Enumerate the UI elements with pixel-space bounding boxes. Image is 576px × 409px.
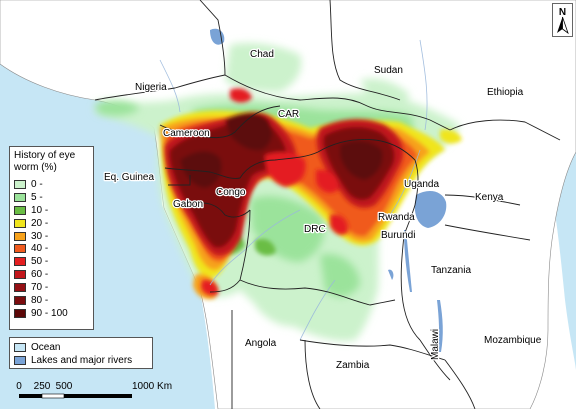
country-labels: Chad Sudan Nigeria Ethiopia CAR Cameroon… xyxy=(103,48,543,373)
legend-row: 90 - 100 xyxy=(14,307,89,320)
label-kenya: Kenya xyxy=(475,192,504,203)
legend-label: 50 - xyxy=(31,256,49,268)
lakes xyxy=(210,28,447,352)
legend-label: 60 - xyxy=(31,269,49,281)
legend-label: 70 - xyxy=(31,282,49,294)
legend-label: 5 - xyxy=(31,191,43,203)
legend-swatch xyxy=(14,218,26,228)
label-angola: Angola xyxy=(245,338,277,349)
legend-row-ocean: Ocean xyxy=(14,341,148,354)
legend-label: 10 - xyxy=(31,204,49,216)
label-malawi: Malawi xyxy=(430,329,441,360)
legend-swatch xyxy=(14,244,26,254)
legend-swatch xyxy=(14,257,26,267)
label-chad: Chad xyxy=(250,49,274,60)
legend-swatch xyxy=(14,192,26,202)
legend-swatch xyxy=(14,295,26,305)
legend-label: 30 - xyxy=(31,230,49,242)
north-arrow: N xyxy=(552,3,573,37)
scale-tick-500: 500 xyxy=(56,381,73,392)
label-uganda: Uganda xyxy=(404,179,439,190)
legend-swatch xyxy=(14,179,26,189)
legend-row: 50 - xyxy=(14,255,89,268)
scale-bar: 0 250 500 1000 Km xyxy=(14,379,174,405)
legend-label: 40 - xyxy=(31,243,49,255)
legend-row-lakes: Lakes and major rivers xyxy=(14,354,148,367)
scale-tick-0: 0 xyxy=(16,381,22,392)
prevalence-legend: History of eye worm (%) 0 - 5 - 10 - 20 … xyxy=(9,146,94,330)
legend-row: 80 - xyxy=(14,294,89,307)
legend-swatch xyxy=(14,231,26,241)
legend-label: 80 - xyxy=(31,294,49,306)
label-congo: Congo xyxy=(216,187,246,198)
scale-tick-1000: 1000 Km xyxy=(132,381,172,392)
legend-swatch xyxy=(14,270,26,280)
legend-swatch xyxy=(14,308,26,318)
legend-label: 90 - 100 xyxy=(31,307,68,319)
label-tanzania: Tanzania xyxy=(431,265,471,276)
label-ethiopia: Ethiopia xyxy=(487,87,524,98)
north-label: N xyxy=(559,7,566,18)
label-zambia: Zambia xyxy=(336,360,370,371)
label-sudan: Sudan xyxy=(374,65,403,76)
scale-tick-250: 250 xyxy=(34,381,51,392)
label-burundi: Burundi xyxy=(381,230,415,241)
legend-swatch xyxy=(14,283,26,293)
water-legend: Ocean Lakes and major rivers xyxy=(9,337,153,369)
label-drc: DRC xyxy=(304,224,326,235)
north-arrow-icon: N xyxy=(557,7,569,35)
label-nigeria: Nigeria xyxy=(135,82,167,93)
lakes-label: Lakes and major rivers xyxy=(31,354,133,366)
legend-label: 20 - xyxy=(31,217,49,229)
label-rwanda: Rwanda xyxy=(378,212,415,223)
rivers xyxy=(159,39,428,341)
legend-row: 30 - xyxy=(14,230,89,243)
label-mozambique: Mozambique xyxy=(484,335,542,346)
lakes-swatch xyxy=(14,355,26,365)
label-cameroon: Cameroon xyxy=(163,128,210,139)
label-gabon: Gabon xyxy=(173,199,203,210)
legend-row: 40 - xyxy=(14,242,89,255)
label-car: CAR xyxy=(278,109,299,120)
label-eq-guinea: Eq. Guinea xyxy=(104,172,154,183)
legend-row: 60 - xyxy=(14,268,89,281)
scale-bar-graphic: 0 250 500 1000 Km xyxy=(16,381,172,399)
legend-row: 5 - xyxy=(14,191,89,204)
prevalence-50-100 xyxy=(164,88,404,296)
country-borders xyxy=(94,0,561,409)
ocean-swatch xyxy=(14,342,26,352)
legend-row: 10 - xyxy=(14,204,89,217)
legend-row: 0 - xyxy=(14,178,89,191)
legend-row: 20 - xyxy=(14,217,89,230)
legend-row: 70 - xyxy=(14,281,89,294)
legend-title: History of eye worm (%) xyxy=(14,150,76,173)
ocean-label: Ocean xyxy=(31,341,61,353)
legend-label: 0 - xyxy=(31,178,43,190)
legend-swatch xyxy=(14,205,26,215)
